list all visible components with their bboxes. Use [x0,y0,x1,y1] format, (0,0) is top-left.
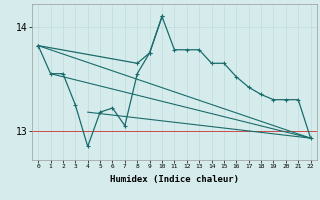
X-axis label: Humidex (Indice chaleur): Humidex (Indice chaleur) [110,175,239,184]
